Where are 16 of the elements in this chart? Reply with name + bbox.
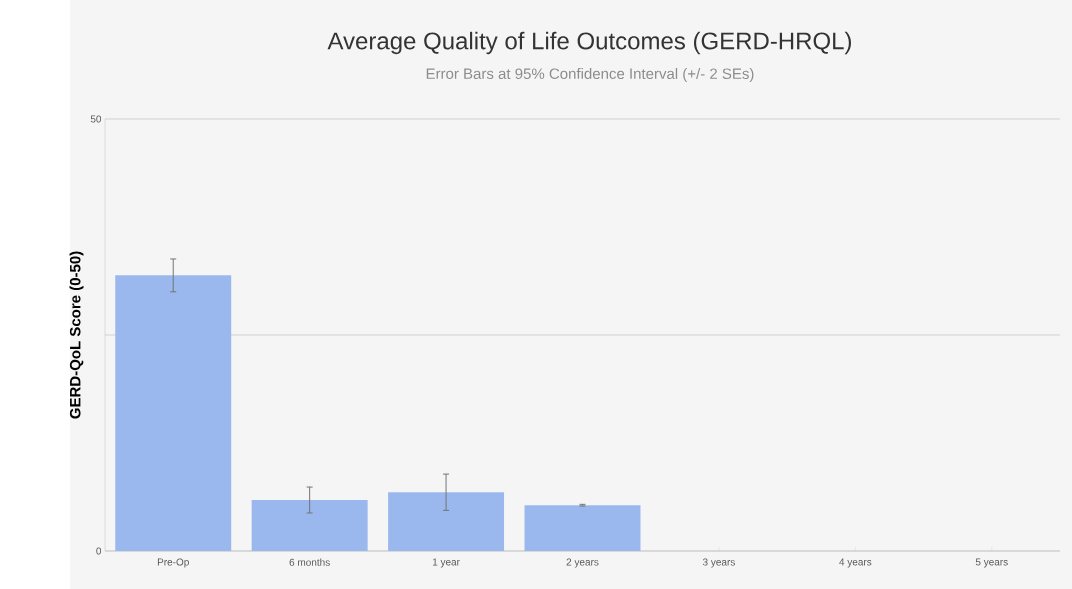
bar — [524, 505, 641, 551]
chart-subtitle: Error Bars at 95% Confidence Interval (+/- 2 SEs) — [426, 68, 754, 82]
y-axis-title: GERD-QoL Score (0-50) — [69, 251, 84, 419]
x-tick-label: 2 years — [566, 558, 599, 568]
bar — [251, 500, 368, 551]
x-tick-label: 3 years — [702, 558, 735, 568]
bar — [388, 492, 505, 551]
x-tick-label: Pre-Op — [157, 558, 189, 568]
bar — [115, 275, 232, 551]
x-tick-label: 5 years — [975, 558, 1008, 568]
y-tick-label: 0 — [96, 547, 102, 555]
x-tick-label: 4 years — [839, 558, 872, 568]
x-tick-label: 6 months — [289, 558, 330, 566]
chart-title: Average Quality of Life Outcomes (GERD-HRQL) — [327, 31, 851, 55]
x-tick-label: 1 year — [432, 558, 460, 568]
y-tick-label: 50 — [90, 115, 102, 123]
